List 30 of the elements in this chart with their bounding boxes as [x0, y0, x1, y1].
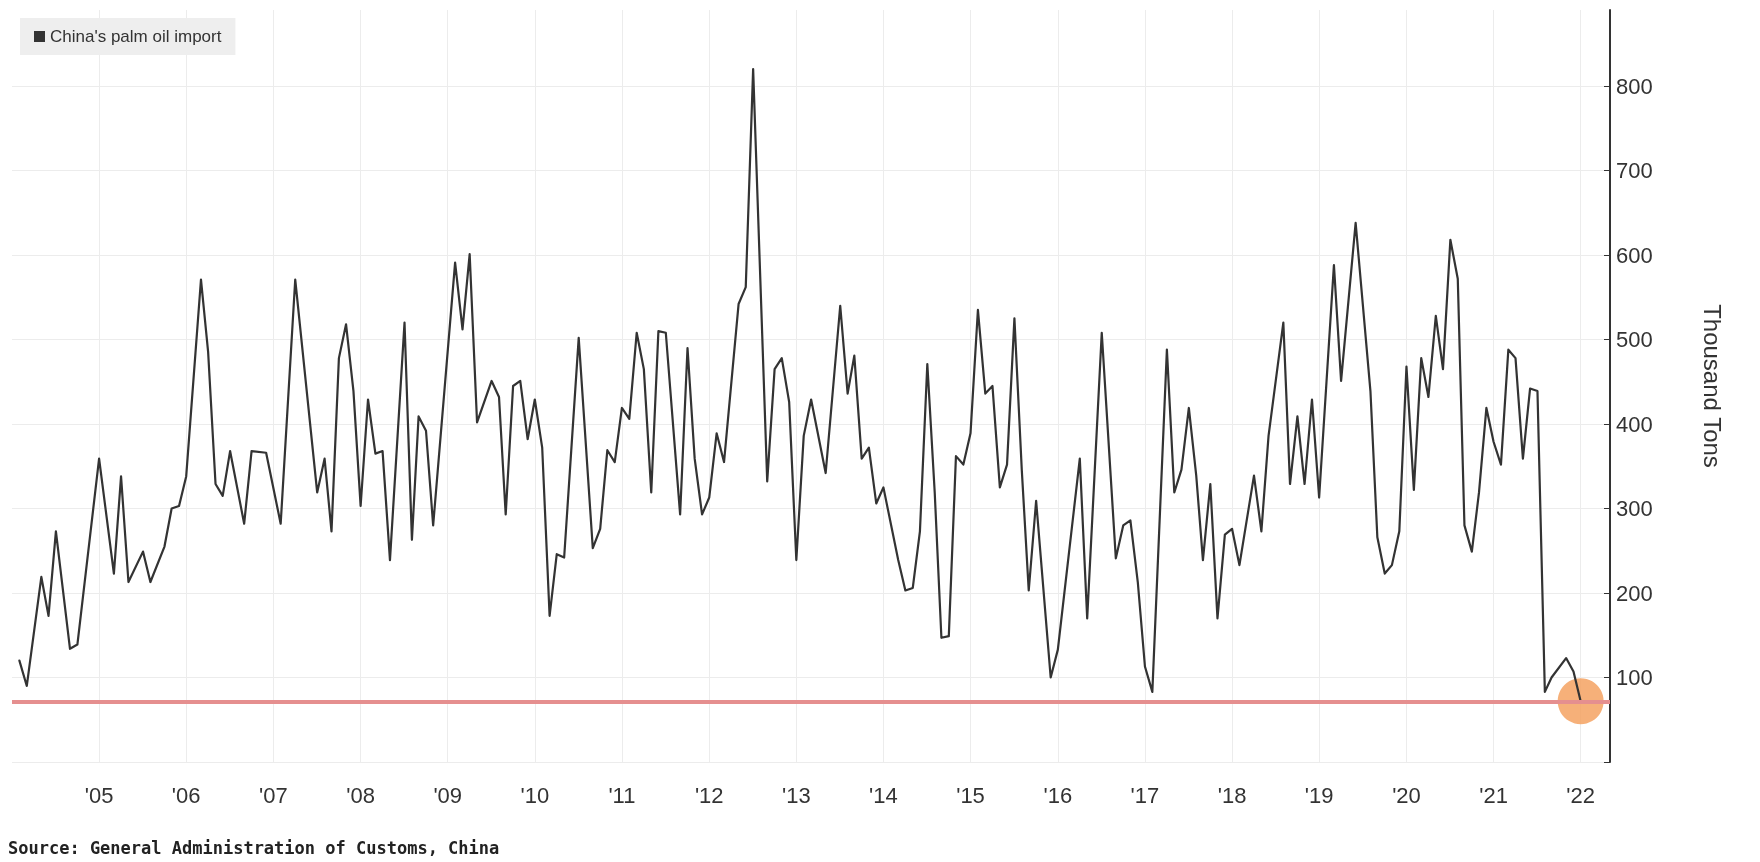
x-tick-label: '21: [1479, 782, 1508, 808]
x-tick-label: '11: [608, 782, 636, 808]
y-axis-title: Thousand Tons: [1698, 304, 1726, 468]
y-tick-label: 600: [1616, 242, 1653, 268]
line-series: [18, 68, 1582, 703]
x-tick-label: '17: [1130, 782, 1160, 808]
y-tick-label: 100: [1616, 665, 1653, 691]
x-tick-label: '05: [84, 782, 114, 808]
x-tick-label: '22: [1566, 782, 1595, 808]
x-tick-label: '12: [694, 782, 724, 808]
y-tick-label: 500: [1616, 327, 1653, 353]
x-tick-label: '14: [869, 782, 898, 808]
y-tick-label: 300: [1616, 496, 1653, 522]
x-tick-label: '20: [1392, 782, 1421, 808]
x-tick-label: '08: [346, 782, 375, 808]
x-tick-label: '13: [781, 782, 811, 808]
x-tick-label: '06: [171, 782, 201, 808]
legend-label: China's palm oil import: [50, 27, 222, 46]
x-tick-label: '16: [1043, 782, 1073, 808]
x-tick-label: '19: [1304, 782, 1334, 808]
y-tick-label: 400: [1616, 411, 1653, 437]
x-tick-label: '07: [258, 782, 288, 808]
source-note: Source: General Administration of Customs, China: [8, 837, 500, 858]
x-tick-label: '09: [433, 782, 463, 808]
y-tick-label: 200: [1616, 580, 1653, 606]
x-tick-label: '15: [956, 782, 985, 808]
x-tick-label: '18: [1217, 782, 1247, 808]
y-tick-label: 800: [1616, 73, 1653, 99]
x-tick-label: '10: [520, 782, 550, 808]
y-tick-label: 700: [1616, 158, 1653, 184]
